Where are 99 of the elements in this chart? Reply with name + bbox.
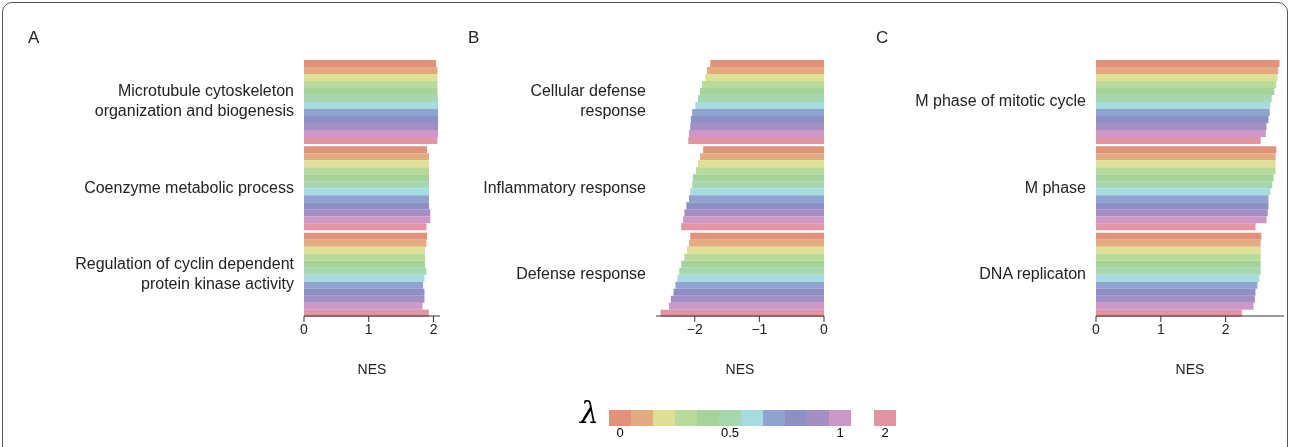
bar bbox=[1096, 60, 1280, 67]
x-axis-title: NES bbox=[357, 361, 387, 377]
y-tick-label: DNA replicaton bbox=[979, 264, 1086, 282]
bar bbox=[304, 123, 439, 130]
bar bbox=[304, 202, 429, 210]
bar bbox=[1096, 274, 1260, 282]
bar bbox=[304, 137, 438, 144]
bar bbox=[1096, 281, 1258, 289]
bar bbox=[304, 160, 429, 168]
bar bbox=[1096, 81, 1277, 88]
bar bbox=[1096, 109, 1270, 116]
bar bbox=[304, 88, 438, 95]
bar bbox=[1096, 160, 1276, 168]
text: C bbox=[876, 28, 889, 48]
bar bbox=[1096, 88, 1275, 95]
bar bbox=[1096, 232, 1262, 240]
bar bbox=[1096, 202, 1269, 210]
bar bbox=[304, 174, 429, 182]
bar bbox=[1096, 295, 1255, 303]
legend-label: 0 bbox=[616, 425, 624, 440]
bar bbox=[1096, 67, 1279, 74]
bar bbox=[304, 60, 437, 67]
x-tick-label: 1 bbox=[1156, 320, 1165, 337]
bar bbox=[304, 130, 439, 137]
bar bbox=[1096, 181, 1273, 189]
bar bbox=[304, 232, 428, 240]
x-tick-label: 0 bbox=[1092, 320, 1101, 337]
x-tick-label: 0 bbox=[300, 320, 309, 337]
bar bbox=[1096, 267, 1261, 275]
bar bbox=[1096, 153, 1276, 161]
bar bbox=[1096, 246, 1261, 254]
x-tick-label: −2 bbox=[686, 320, 703, 337]
text: B bbox=[468, 28, 480, 48]
x-axis-title: NES bbox=[725, 361, 755, 377]
bar bbox=[304, 67, 438, 74]
y-tick-label: Coenzyme metabolic process bbox=[84, 178, 294, 196]
bar bbox=[1096, 253, 1261, 261]
bar bbox=[304, 288, 425, 296]
bar bbox=[1096, 146, 1277, 154]
bar bbox=[304, 109, 439, 116]
x-tick-label: −1 bbox=[751, 320, 768, 337]
bar bbox=[1096, 195, 1269, 203]
y-tick-label: Regulation of cyclin dependent protein kinase activity bbox=[75, 254, 295, 292]
bar bbox=[1096, 302, 1254, 310]
bar bbox=[304, 74, 438, 81]
bar bbox=[1096, 123, 1267, 130]
bar bbox=[1096, 188, 1271, 196]
legend-label: 1 bbox=[836, 425, 844, 440]
bar bbox=[1096, 116, 1269, 123]
legend-label: 2 bbox=[881, 425, 889, 440]
bar bbox=[1096, 130, 1266, 137]
bar bbox=[304, 153, 429, 161]
y-tick-label: Microtubule cytoskeleton organization and biogenesis bbox=[94, 82, 294, 120]
bar bbox=[304, 167, 429, 175]
bar bbox=[304, 81, 438, 88]
bar bbox=[1096, 174, 1274, 182]
bar bbox=[1096, 216, 1267, 224]
x-tick-label: 0 bbox=[820, 320, 829, 337]
bar bbox=[1096, 260, 1261, 268]
bar bbox=[304, 274, 425, 282]
bar bbox=[304, 302, 423, 310]
y-tick-label: M phase bbox=[1024, 178, 1087, 196]
bar bbox=[304, 223, 427, 231]
x-tick-label: 2 bbox=[429, 320, 438, 337]
bar bbox=[304, 253, 426, 261]
bar bbox=[304, 260, 426, 268]
bar bbox=[304, 95, 439, 102]
legend-label: 0.5 bbox=[720, 425, 740, 440]
x-axis-title: NES bbox=[1175, 361, 1205, 377]
bar bbox=[304, 102, 439, 109]
bar bbox=[1096, 239, 1261, 247]
bar bbox=[304, 181, 429, 189]
bar bbox=[304, 295, 425, 303]
y-tick-label: Defense response bbox=[516, 264, 647, 282]
bar bbox=[1096, 102, 1271, 109]
bar bbox=[304, 216, 431, 224]
bar bbox=[1096, 95, 1272, 102]
bar bbox=[1096, 209, 1268, 217]
bar bbox=[304, 188, 429, 196]
bar bbox=[304, 246, 426, 254]
bar bbox=[304, 209, 431, 217]
y-tick-label: Cellular defense response bbox=[530, 82, 647, 120]
bar bbox=[304, 267, 427, 275]
x-tick-label: 1 bbox=[364, 320, 373, 337]
bar bbox=[1096, 167, 1276, 175]
bar bbox=[304, 239, 427, 247]
y-tick-label: M phase of mitotic cycle bbox=[915, 92, 1087, 110]
y-tick-label: Inflammatory response bbox=[483, 178, 647, 196]
bar bbox=[1096, 74, 1278, 81]
bar bbox=[1096, 137, 1261, 144]
legend-title: λ bbox=[580, 395, 600, 430]
bar bbox=[304, 146, 428, 154]
x-tick-label: 2 bbox=[1221, 320, 1230, 337]
bar bbox=[1096, 223, 1256, 231]
bar bbox=[1096, 288, 1256, 296]
text: A bbox=[28, 28, 40, 48]
bar bbox=[304, 195, 429, 203]
bar bbox=[304, 116, 439, 123]
bar bbox=[304, 281, 424, 289]
